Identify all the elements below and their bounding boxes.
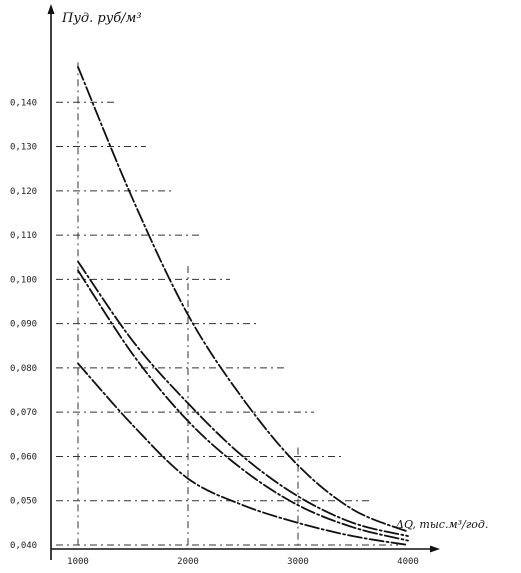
y-tick-label: 0,080 bbox=[10, 364, 37, 374]
x-tick-label: 1000 bbox=[67, 557, 89, 567]
x-tick-labels: 1000 2000 3000 4000 bbox=[67, 557, 419, 567]
y-tick-label: 0,060 bbox=[10, 452, 37, 462]
series-line-1 bbox=[77, 66, 409, 533]
y-tick-label: 0,050 bbox=[10, 497, 37, 507]
y-tick-labels: 0,140 0,130 0,120 0,110 0,100 0,090 0,080 0,070… bbox=[10, 98, 37, 551]
y-tick-label: 0,130 bbox=[10, 143, 37, 153]
y-tick-label: 0,070 bbox=[10, 408, 37, 418]
y-tick-label: 0,040 bbox=[10, 541, 37, 551]
y-tick-label: 0,110 bbox=[10, 231, 37, 241]
x-tick-label: 4000 bbox=[397, 557, 419, 567]
axes bbox=[47, 4, 440, 560]
y-axis-arrow-icon bbox=[47, 4, 55, 14]
y-tick-label: 0,100 bbox=[10, 275, 37, 285]
y-axis-label: Пуд. руб/м³ bbox=[61, 11, 142, 26]
series-line-2 bbox=[77, 260, 409, 537]
y-tick-label: 0,140 bbox=[10, 98, 37, 108]
y-tick-label: 0,120 bbox=[10, 187, 37, 197]
series-line-4 bbox=[77, 362, 409, 546]
y-tick-label: 0,090 bbox=[10, 320, 37, 330]
x-tick-label: 2000 bbox=[177, 557, 199, 567]
x-axis-arrow-icon bbox=[430, 545, 440, 553]
grid-lines bbox=[56, 62, 398, 547]
series-line-3 bbox=[77, 269, 409, 542]
series-lines bbox=[77, 66, 409, 546]
x-tick-label: 3000 bbox=[287, 557, 309, 567]
x-axis-label: ΔQ, тыс.м³/год. bbox=[395, 518, 488, 531]
